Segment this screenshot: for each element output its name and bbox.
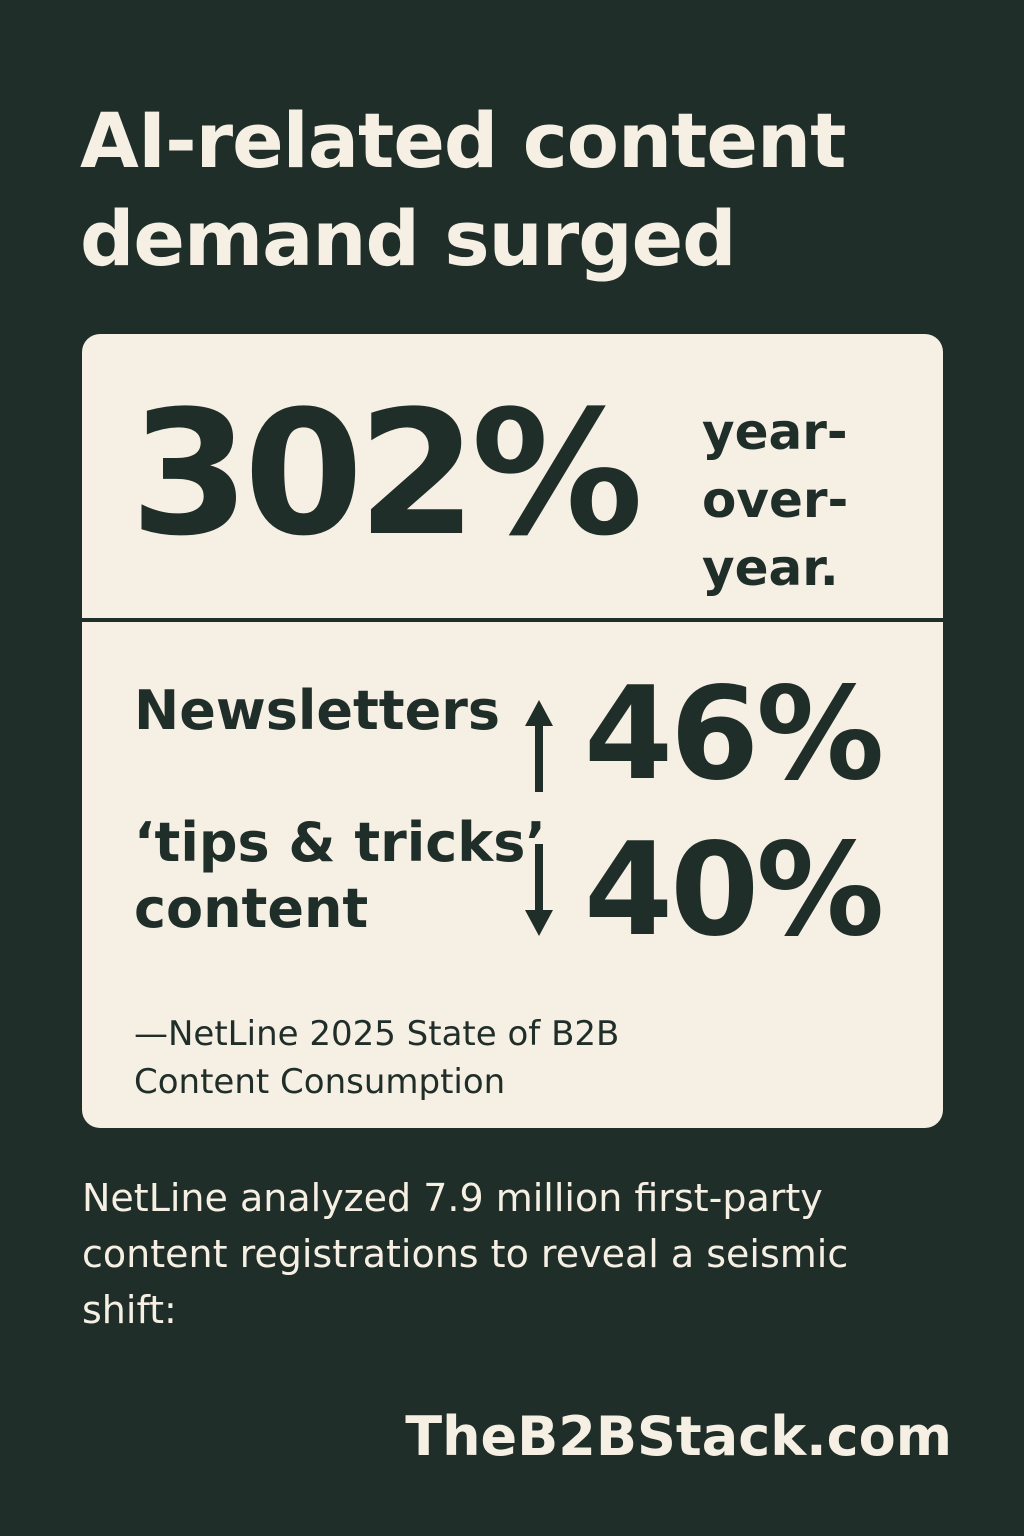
main-stat-suffix-line-3: year. (702, 539, 839, 597)
main-stat-suffix-line-1: year- (702, 403, 848, 461)
source-line-1: —NetLine 2025 State of B2B (134, 1014, 620, 1054)
arrow-down-icon (525, 844, 553, 936)
main-stat-section: 302% year- over- year. (82, 334, 943, 620)
stat-label-tips-tricks: ‘tips & tricks’ content (134, 810, 546, 942)
stat-label-newsletters-line-1: Newsletters (134, 679, 501, 742)
main-stat-suffix-line-2: over- (702, 471, 849, 529)
card-divider (82, 618, 943, 622)
site-link[interactable]: TheB2BStack.com (405, 1405, 952, 1468)
headline: AI-related content demand surged (80, 92, 960, 288)
body-text: NetLine analyzed 7.9 million first-party… (82, 1176, 849, 1332)
stats-card: 302% year- over- year. Newsletters 46% ‘… (82, 334, 943, 1128)
source-line-2: Content Consumption (134, 1062, 506, 1102)
stat-label-tips-tricks-line-2: content (134, 877, 369, 940)
stat-label-tips-tricks-line-1: ‘tips & tricks’ (134, 811, 546, 874)
stat-value-newsletters: 46% (584, 660, 884, 809)
headline-line-2: demand surged (80, 194, 737, 283)
stat-label-newsletters: Newsletters (134, 678, 500, 744)
arrow-up-icon (525, 700, 553, 792)
stat-value-tips-tricks: 40% (584, 816, 884, 965)
source-citation: —NetLine 2025 State of B2B Content Consu… (134, 1010, 619, 1106)
main-stat-suffix: year- over- year. (702, 398, 848, 602)
main-stat-value: 302% (130, 373, 643, 574)
headline-line-1: AI-related content (80, 96, 846, 185)
